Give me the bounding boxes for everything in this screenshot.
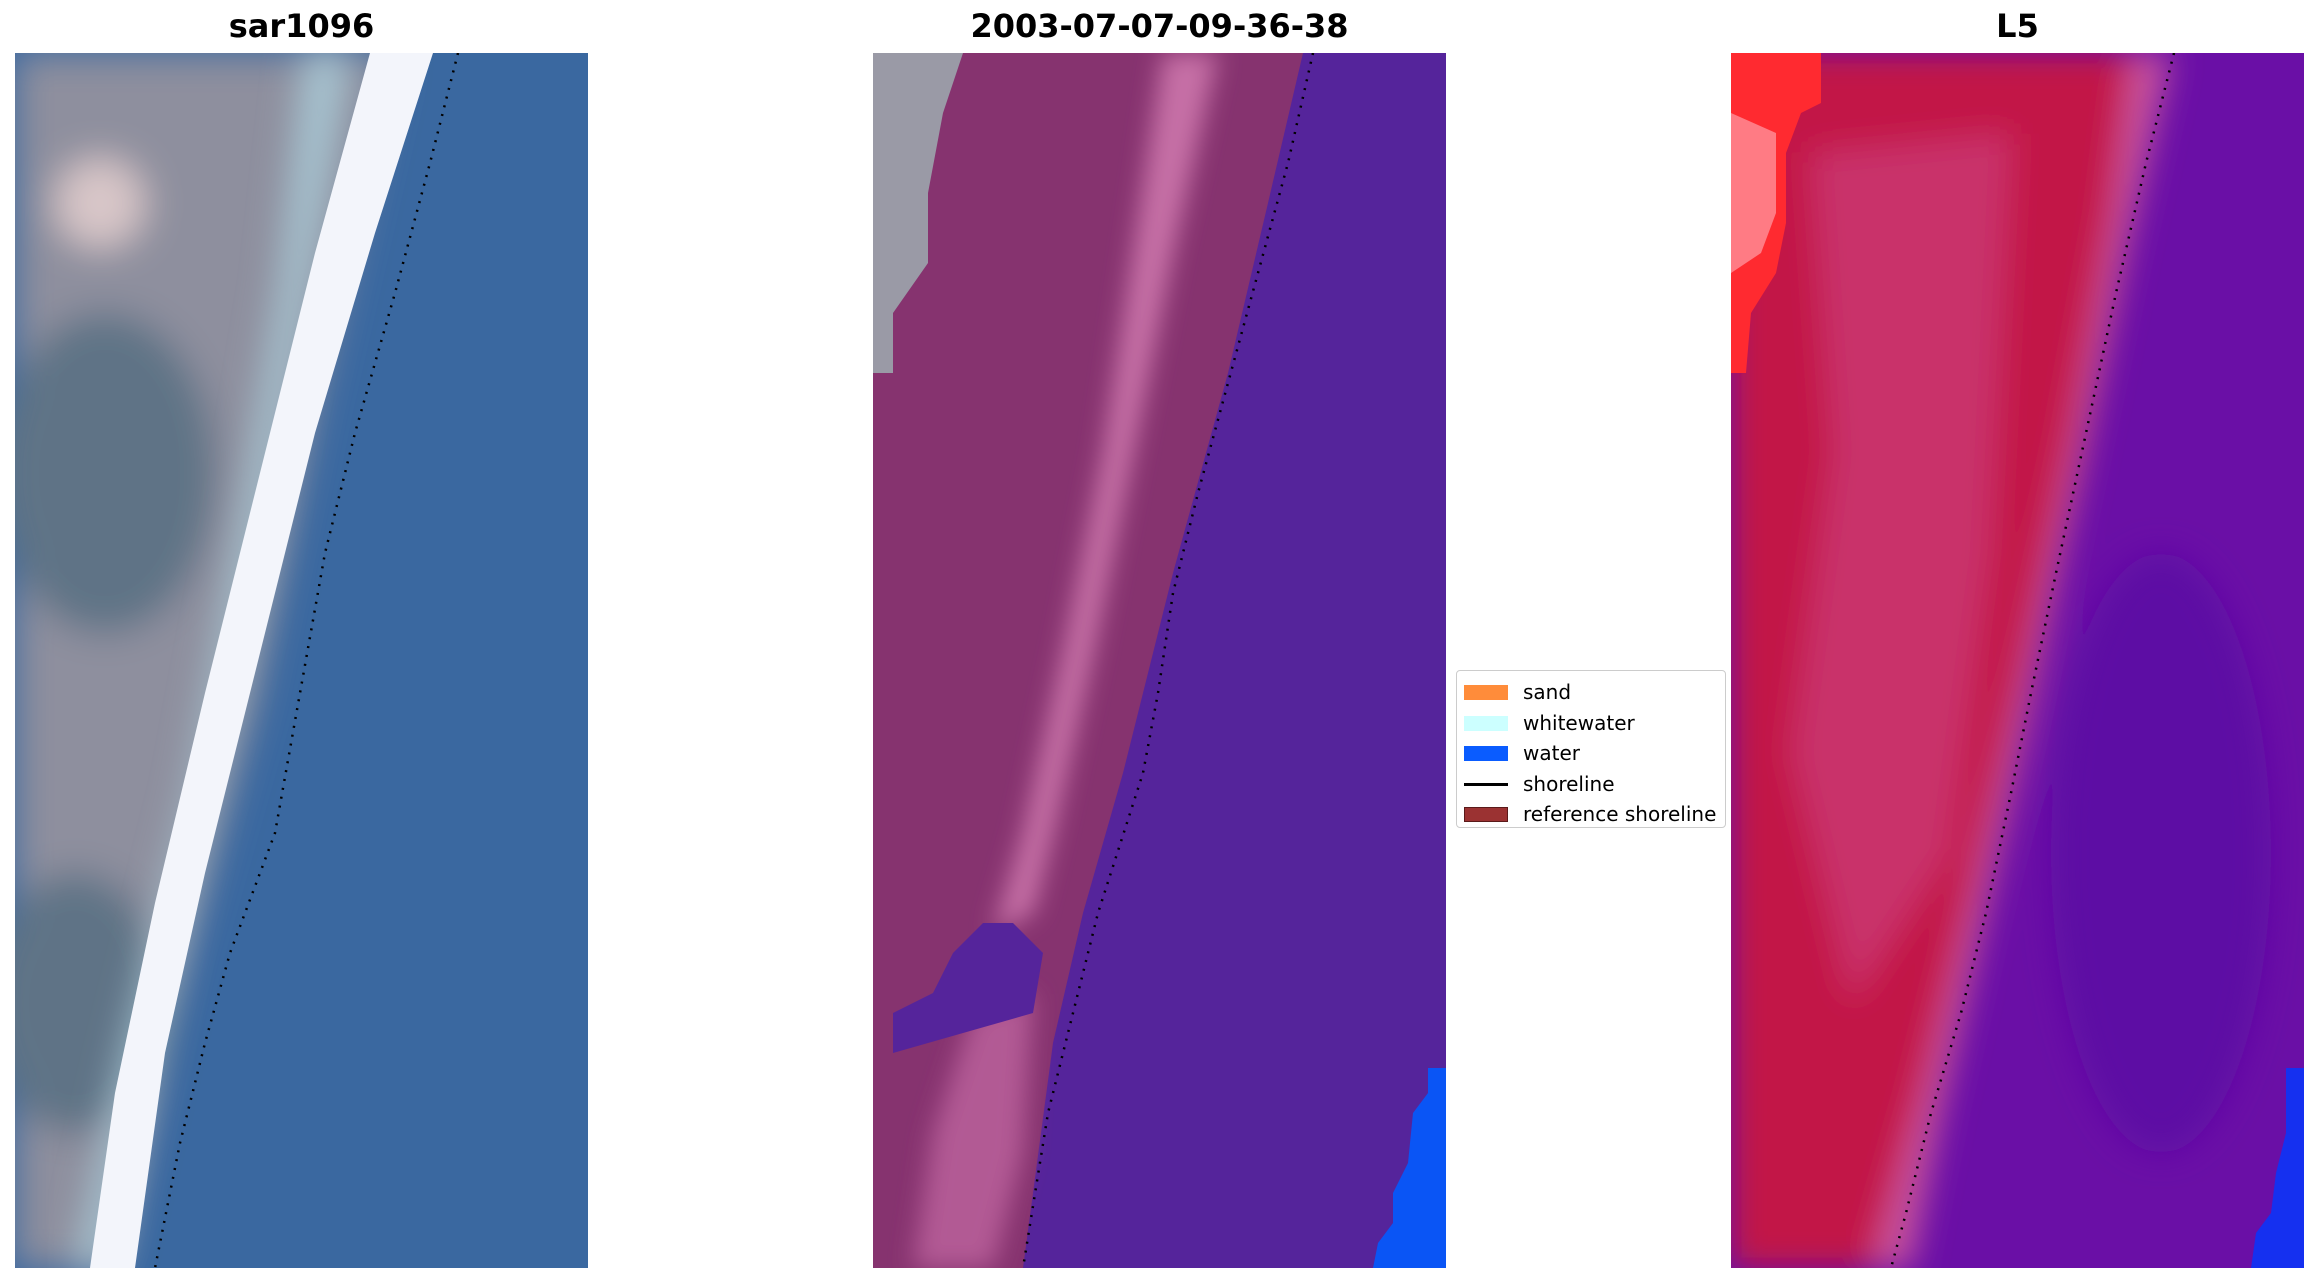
classification-image bbox=[873, 53, 1446, 1268]
panel-title-l5: L5 bbox=[1996, 7, 2039, 45]
classification-panel bbox=[873, 53, 1446, 1268]
panel-title-classification: 2003-07-07-09-36-38 bbox=[970, 7, 1349, 45]
panel-title-rgb: sar1096 bbox=[228, 7, 375, 45]
legend-swatch-reference-shoreline bbox=[1464, 807, 1508, 822]
legend-item-whitewater: whitewater bbox=[1457, 708, 1725, 739]
legend-item-shoreline: shoreline bbox=[1457, 769, 1725, 800]
l5-index-image bbox=[1731, 53, 2304, 1268]
legend-label-reference-shoreline: reference shoreline bbox=[1523, 802, 1717, 826]
legend-swatch-sand bbox=[1464, 685, 1508, 700]
legend-label-shoreline: shoreline bbox=[1523, 771, 1615, 796]
legend-item-sand: sand bbox=[1457, 677, 1725, 708]
l5-index-panel bbox=[1731, 53, 2304, 1268]
legend: sand whitewater water shoreline referenc… bbox=[1456, 670, 1726, 828]
legend-label-water: water bbox=[1523, 741, 1580, 765]
legend-swatch-whitewater bbox=[1464, 715, 1508, 731]
rgb-image bbox=[15, 53, 588, 1268]
legend-swatch-water bbox=[1464, 746, 1508, 761]
legend-label-whitewater: whitewater bbox=[1523, 710, 1635, 735]
rgb-image-panel bbox=[15, 53, 588, 1268]
legend-item-reference-shoreline: reference shoreline bbox=[1457, 799, 1725, 830]
legend-label-sand: sand bbox=[1523, 680, 1572, 704]
legend-item-water: water bbox=[1457, 738, 1725, 769]
legend-line-shoreline bbox=[1464, 782, 1508, 786]
